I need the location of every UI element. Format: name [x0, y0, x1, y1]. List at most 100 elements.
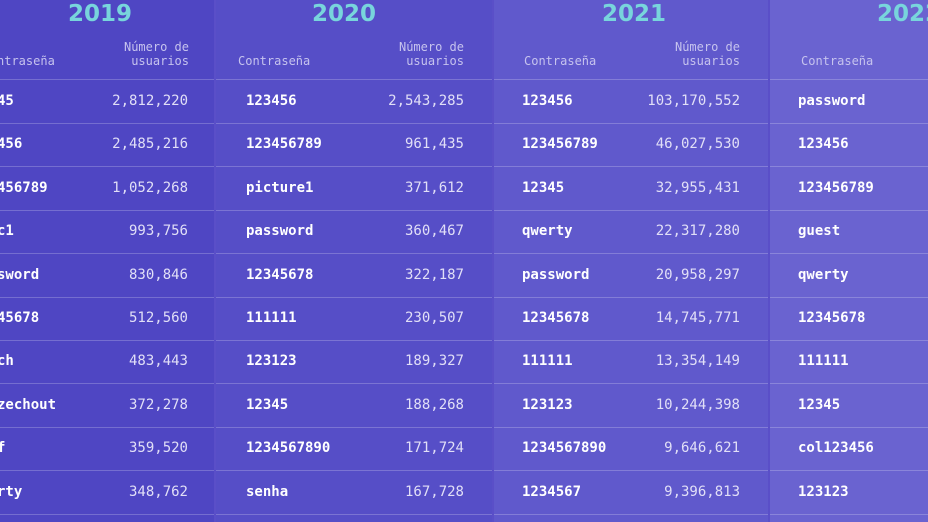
password-cell: ch: [0, 353, 14, 370]
password-cell: f: [0, 440, 6, 457]
row-divider: [770, 296, 928, 298]
year-column-2022: 2022 Contraseña password 123456 123456789 g…: [770, 0, 928, 522]
row-divider: [216, 383, 492, 385]
table-row: 111111 230,507: [216, 297, 492, 340]
password-cell: 12345678: [246, 266, 314, 283]
row-divider: [494, 426, 768, 428]
table-row: 456789 1,052,268: [0, 167, 214, 210]
table-row: ch 483,443: [0, 340, 214, 383]
row-divider: [0, 209, 214, 211]
users-count-cell: 32,955,431: [655, 179, 740, 196]
password-cell: 123456: [798, 136, 849, 153]
table-row: 123123 189,327: [216, 340, 492, 383]
table-row: 456 2,485,216: [0, 123, 214, 166]
password-cell: 123456: [246, 93, 297, 109]
password-cell: 123456789: [246, 136, 322, 153]
password-cell: 45: [0, 93, 14, 109]
users-count-cell: 9,646,621: [664, 440, 740, 457]
users-count-cell: 372,278: [128, 396, 188, 413]
row-divider: [216, 253, 492, 255]
table-row: col123456: [770, 427, 928, 470]
table-row: zechout 372,278: [0, 384, 214, 427]
users-count-cell: 171,724: [404, 440, 464, 457]
password-cell: 123123: [522, 396, 573, 413]
password-cell: rty: [0, 483, 23, 500]
password-cell: qwerty: [522, 223, 573, 240]
users-count-cell: 22,317,280: [655, 223, 740, 240]
year-heading: 2019: [68, 1, 133, 27]
row-divider: [770, 123, 928, 124]
row-divider: [494, 79, 768, 80]
password-cell: 12345: [798, 396, 841, 413]
year-column-2021: 2021 Contraseña Número de usuarios 12345…: [494, 0, 768, 522]
table-row: 123456 2,543,285: [216, 80, 492, 123]
row-divider: [494, 209, 768, 211]
row-divider: [494, 166, 768, 168]
password-cell: 111111: [522, 353, 573, 370]
row-divider: [494, 470, 768, 472]
row-divider: [0, 470, 214, 472]
password-cell: 12345678: [798, 310, 866, 326]
table-row: 1234567890 171,724: [216, 427, 492, 470]
table-row: 123456789 46,027,530: [494, 123, 768, 166]
row-divider: [770, 340, 928, 341]
password-cell: 1234567: [522, 483, 582, 500]
table-row: picture1 371,612: [216, 167, 492, 210]
header-password: Contraseña: [238, 54, 311, 68]
password-cell: 12345678: [522, 310, 590, 326]
users-count-cell: 2,485,216: [112, 136, 188, 153]
table-row: 12345678 322,187: [216, 254, 492, 297]
row-divider: [0, 340, 214, 341]
header-users: Número de usuarios: [398, 40, 464, 68]
year-heading: 2020: [312, 1, 377, 27]
table-row: rty 348,762: [0, 471, 214, 514]
password-cell: 123456789: [798, 179, 874, 196]
row-divider: [216, 166, 492, 168]
row-divider: [216, 426, 492, 428]
users-count-cell: 360,467: [404, 223, 464, 240]
password-cell: c1: [0, 223, 14, 240]
table-row: 1234567890 9,646,621: [494, 427, 768, 470]
row-divider: [770, 383, 928, 385]
row-divider: [494, 253, 768, 255]
table-row: 45678 512,560: [0, 297, 214, 340]
users-count-cell: 2,812,220: [112, 93, 188, 109]
table-row: 123123: [770, 471, 928, 514]
table-row: qwerty 22,317,280: [494, 210, 768, 253]
users-count-cell: 189,327: [404, 353, 464, 370]
users-count-cell: 167,728: [404, 483, 464, 500]
password-cell: senha: [246, 483, 289, 500]
password-cell: 123123: [246, 353, 297, 370]
row-divider: [770, 426, 928, 428]
users-count-cell: 1,052,268: [112, 179, 188, 196]
users-count-cell: 371,612: [404, 179, 464, 196]
password-cell: picture1: [246, 179, 314, 196]
password-cell: sword: [0, 266, 40, 283]
password-cell: 123456: [522, 93, 573, 109]
row-divider: [0, 166, 214, 168]
table-row: 123456789 961,435: [216, 123, 492, 166]
row-divider: [0, 383, 214, 385]
users-count-cell: 993,756: [128, 223, 188, 240]
users-count-cell: 20,958,297: [655, 266, 740, 283]
row-divider: [0, 79, 214, 80]
year-column-2019: 2019 ntraseña Número de usuarios 45 2,812…: [0, 0, 214, 522]
users-count-cell: 2,543,285: [388, 93, 464, 109]
header-password: Contraseña: [801, 54, 874, 68]
row-divider: [0, 296, 214, 298]
row-divider: [770, 470, 928, 472]
password-cell: 111111: [246, 310, 297, 326]
users-count-cell: 359,520: [128, 440, 188, 457]
header-password: Contraseña: [524, 54, 597, 68]
table-row: qwerty: [770, 254, 928, 297]
table-row: 12345: [770, 384, 928, 427]
table-row: 123456789: [770, 167, 928, 210]
year-column-2020: 2020 Contraseña Número de usuarios 12345…: [216, 0, 492, 522]
users-count-cell: 103,170,552: [647, 93, 740, 109]
table-row: password: [770, 80, 928, 123]
password-cell: 1234567890: [522, 440, 607, 457]
password-cell: 1234567890: [246, 440, 331, 457]
password-cell: password: [798, 93, 866, 109]
password-cell: 12345: [522, 179, 565, 196]
row-divider: [0, 123, 214, 124]
